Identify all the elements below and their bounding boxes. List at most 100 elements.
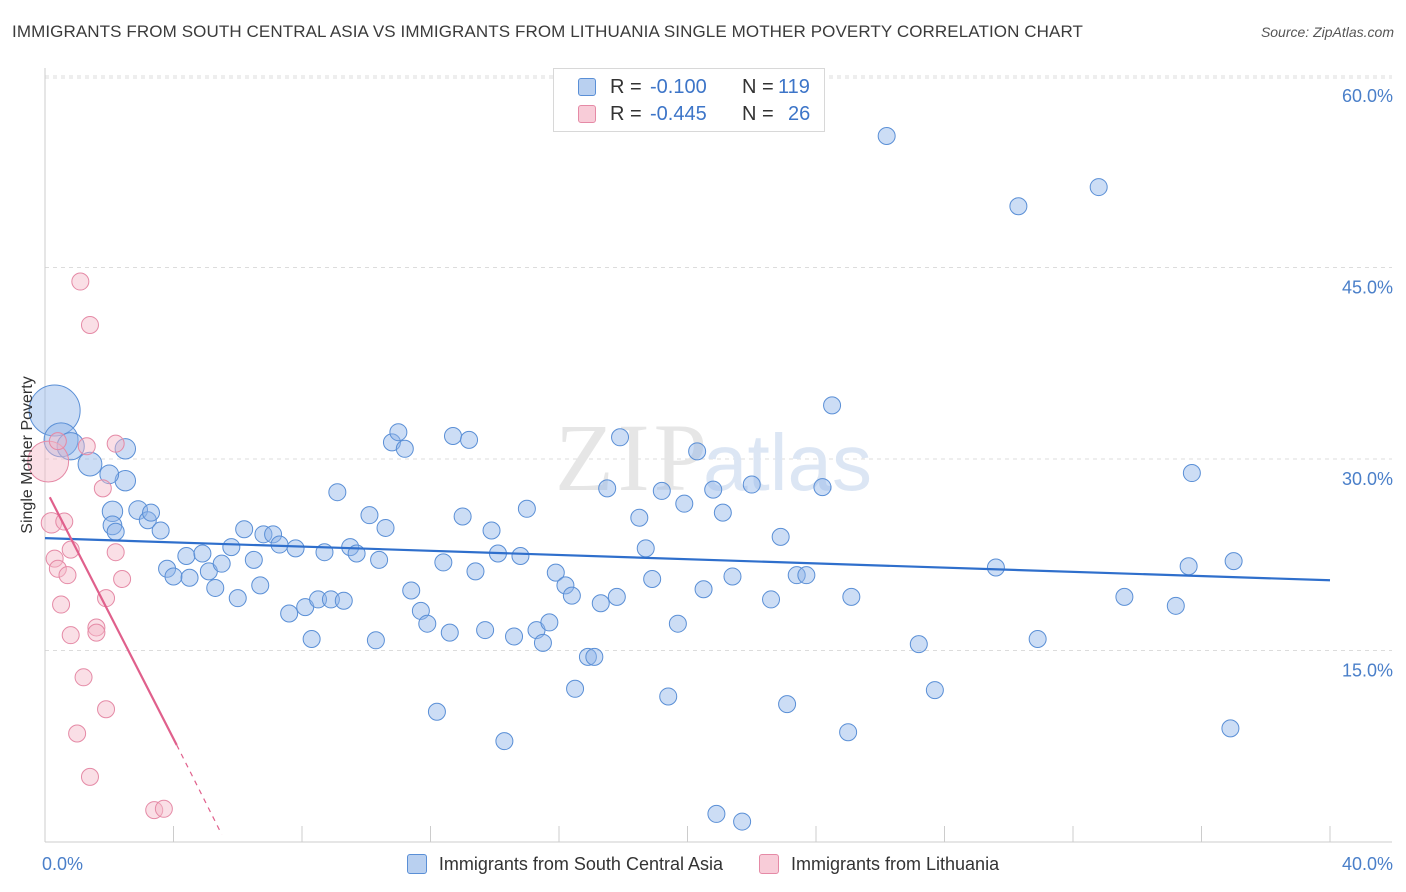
series-legend-swatch-blue [406, 854, 427, 874]
data-point [643, 570, 662, 589]
data-point [771, 527, 790, 546]
legend-row-south-central-asia: R = -0.100 N = 119 [578, 74, 810, 100]
trend-line-lithuania [48, 496, 178, 746]
data-point [154, 799, 173, 818]
data-point [533, 633, 552, 652]
data-point [228, 589, 247, 608]
data-point [440, 623, 459, 642]
data-point [280, 604, 299, 623]
tick-labels: 15.0% 30.0% 45.0% 60.0% 0.0% 40.0% [42, 86, 1393, 874]
data-point [418, 614, 437, 633]
data-point [797, 566, 816, 585]
data-point [87, 618, 106, 637]
data-point [206, 578, 225, 597]
data-point [476, 621, 495, 640]
data-point [97, 700, 116, 719]
data-point [1028, 630, 1047, 649]
watermark-zip: ZIP [555, 404, 711, 511]
data-point [562, 586, 581, 605]
data-point [427, 702, 446, 721]
data-point [1182, 464, 1201, 483]
series-south-central-asia [28, 127, 1243, 831]
x-tick-label: 40.0% [1342, 854, 1393, 874]
data-point [460, 430, 479, 449]
data-point [466, 562, 485, 581]
data-point [1179, 557, 1198, 576]
data-point [97, 589, 116, 608]
data-point [842, 587, 861, 606]
data-point [74, 668, 93, 687]
data-point [540, 613, 559, 632]
data-point [61, 626, 80, 645]
data-point [1224, 552, 1243, 571]
x-tick-label: 0.0% [42, 854, 83, 874]
data-point [114, 470, 137, 492]
data-point [360, 506, 379, 525]
data-point [675, 494, 694, 513]
data-point [668, 614, 687, 633]
data-point [286, 539, 305, 558]
data-point [68, 724, 87, 743]
data-point [986, 558, 1005, 577]
series-legend: Immigrants from South Central Asia Immig… [0, 850, 1406, 878]
data-point [101, 500, 124, 523]
legend-r-value: -0.445 [650, 102, 707, 125]
data-point [106, 522, 125, 541]
data-point [1166, 596, 1185, 615]
data-point [212, 554, 231, 573]
data-point [607, 587, 626, 606]
data-point [58, 566, 77, 585]
data-point [652, 481, 671, 500]
data-point [251, 576, 270, 595]
page-source: Source: ZipAtlas.com [1260, 24, 1394, 40]
axes [44, 68, 1392, 843]
data-point [328, 483, 347, 502]
data-point [839, 723, 858, 742]
y-tick-label: 60.0% [1342, 86, 1393, 106]
page-title: IMMIGRANTS FROM SOUTH CENTRAL ASIA VS IM… [12, 22, 1084, 41]
correlation-legend: R = -0.100 N = 119 R = -0.445 N = 26 [553, 68, 825, 132]
data-point [80, 315, 99, 334]
y-tick-label: 15.0% [1342, 661, 1393, 681]
legend-r-value: -0.100 [650, 75, 707, 98]
data-point [877, 127, 896, 146]
data-point [389, 423, 408, 442]
data-point [1221, 719, 1240, 738]
data-point [48, 432, 67, 451]
data-point [823, 396, 842, 415]
data-point [106, 543, 125, 562]
data-point [591, 594, 610, 613]
data-point [93, 479, 112, 498]
legend-r-label: R = [610, 102, 642, 125]
data-point [925, 681, 944, 700]
data-point [71, 272, 90, 291]
data-point [77, 437, 96, 456]
legend-n-value: 119 [778, 75, 810, 98]
data-point [114, 438, 137, 460]
legend-row-lithuania: R = -0.445 N = 26 [578, 101, 810, 127]
trend-line-south-central-asia [44, 537, 1331, 582]
data-point [585, 647, 604, 666]
series-lithuania [27, 272, 173, 820]
series-legend-item-lithuania: Immigrants from Lithuania [759, 854, 999, 875]
y-tick-label: 45.0% [1342, 278, 1393, 298]
data-point [87, 623, 106, 642]
data-point [443, 427, 462, 446]
data-point [742, 475, 761, 494]
data-point [787, 566, 806, 585]
legend-swatch-pink [578, 105, 596, 123]
data-point [270, 535, 289, 554]
data-point [80, 767, 99, 786]
data-point [366, 631, 385, 650]
data-point [707, 804, 726, 823]
data-point [578, 647, 597, 666]
data-point [99, 464, 120, 485]
data-point [52, 595, 71, 614]
data-point [113, 570, 132, 589]
data-point [1115, 587, 1134, 606]
data-point [395, 439, 414, 458]
data-point [517, 499, 536, 518]
data-point [546, 563, 565, 582]
data-point [1009, 197, 1028, 216]
data-point [694, 580, 713, 599]
